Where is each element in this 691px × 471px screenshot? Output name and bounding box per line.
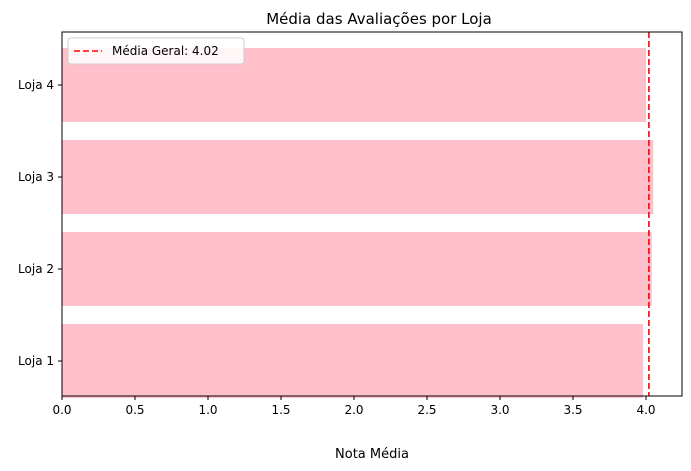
x-axis-ticks: 0.0 0.5 1.0 1.5 2.0 2.5 3.0 3.5 4.0 xyxy=(52,396,656,417)
chart-title: Média das Avaliações por Loja xyxy=(266,10,492,28)
legend: Média Geral: 4.02 xyxy=(67,37,245,65)
bars-group xyxy=(62,48,654,398)
x-tick-label: 3.5 xyxy=(563,403,582,417)
y-tick-label: Loja 4 xyxy=(18,78,54,92)
x-tick-label: 0.0 xyxy=(52,403,71,417)
plot-frame xyxy=(61,31,683,397)
bar-loja-2 xyxy=(62,232,652,306)
x-axis-label: Nota Média xyxy=(335,447,409,462)
x-tick-label: 4.0 xyxy=(636,403,655,417)
x-tick-label: 3.0 xyxy=(490,403,509,417)
legend-label: Média Geral: 4.02 xyxy=(112,44,219,58)
legend-box xyxy=(67,37,245,65)
x-tick-label: 1.5 xyxy=(271,403,290,417)
y-tick-label: Loja 1 xyxy=(18,354,54,368)
y-tick-label: Loja 3 xyxy=(18,170,54,184)
y-tick-label: Loja 2 xyxy=(18,262,54,276)
x-tick-label: 2.0 xyxy=(344,403,363,417)
x-tick-label: 1.0 xyxy=(198,403,217,417)
bar-loja-3 xyxy=(62,140,654,214)
x-tick-label: 2.5 xyxy=(417,403,436,417)
bar-loja-1 xyxy=(62,324,644,398)
y-axis-ticks: Loja 1 Loja 2 Loja 3 Loja 4 xyxy=(18,78,62,368)
x-tick-label: 0.5 xyxy=(125,403,144,417)
